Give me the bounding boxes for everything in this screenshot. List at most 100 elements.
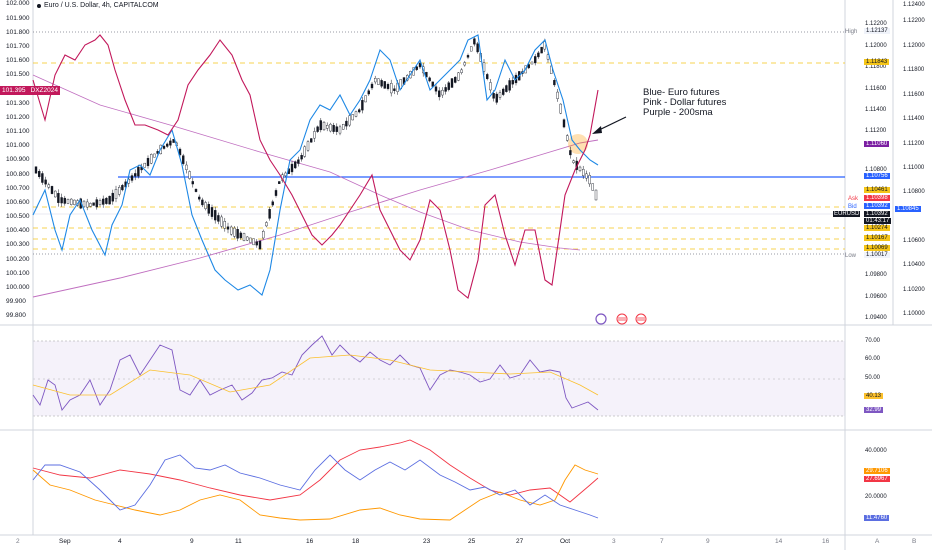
time-tick: 9 [190,538,194,545]
high-price-label[interactable]: 1.12137 [864,28,890,34]
outer-axis-tick: 1.11800 [903,67,925,73]
auto-scale-button[interactable]: A [875,538,880,545]
dmi-orange-value[interactable]: 29.7106 [864,468,890,474]
candle-body [210,207,214,217]
time-tick: 7 [660,538,664,545]
log-scale-button[interactable]: B [912,538,917,545]
rsi-axis-tick: 70.00 [865,338,881,344]
time-tick: 16 [822,538,830,545]
rsi-value[interactable]: 32.99 [864,407,884,413]
us-flag-icon[interactable] [616,313,628,325]
dmi-blue-line[interactable] [32,454,599,519]
candle-body [310,138,313,143]
price-candles[interactable] [34,36,598,251]
overlay-symbol-label: DXZ2024 [30,87,58,94]
blue-line-price-label[interactable]: 1.10756 [864,173,890,179]
dmi-red-value[interactable]: 27.6967 [864,476,890,482]
candle-body [566,135,569,141]
candle-body [390,83,393,94]
dollar-futures-line[interactable] [32,34,599,299]
rsi-axis[interactable]: 70.00 60.00 50.00 40.13 32.99 [845,325,932,430]
ask-price-label[interactable]: 1.10398 [864,195,890,201]
time-tick: 11 [235,538,242,545]
candle-body [229,226,233,235]
candle-body [146,157,150,167]
candle-body [162,145,166,149]
candle-body [550,65,553,74]
time-tick: 27 [516,538,524,545]
candle-body [438,90,441,98]
dmi-axis[interactable]: 40.0000 29.7106 27.6967 20.0000 11.4760 [845,430,932,535]
left-axis-tick: 101.900 [6,15,30,22]
annotation-arrow[interactable] [596,116,627,132]
right-price-axis[interactable]: 1.12200 1.12000 1.11800 1.11600 1.11400 … [833,0,893,325]
candle-body [105,197,108,204]
candle-body [569,150,572,156]
candle-body [50,186,54,194]
rsi-line[interactable] [32,335,599,411]
chart-title[interactable]: Euro / U.S. Dollar, 4h, CAPITALCOM [44,2,159,9]
candle-body [383,81,386,89]
candle-body [338,126,342,134]
candle-body [457,72,460,81]
left-axis-tick: 100.600 [6,199,30,206]
rsi-ma-value[interactable]: 40.13 [864,393,884,399]
left-axis-tick: 101.300 [6,100,30,107]
right-axis-tick: 1.12200 [865,21,887,27]
candle-body [495,93,498,103]
level-label[interactable]: 1.10167 [864,235,890,241]
level-label[interactable]: 1.10274 [864,225,890,231]
low-price-label[interactable]: 1.10017 [864,252,890,258]
candle-body [559,103,562,114]
left-axis-tick: 100.200 [6,256,30,263]
time-tick: Sep [59,538,71,545]
right-axis-tick: 1.10800 [865,167,887,173]
candle-body [441,89,444,96]
level-label[interactable]: 1.11843 [864,59,890,65]
candle-body [418,62,422,68]
last-price-label[interactable]: 1.10392 [864,211,890,217]
candle-body [319,120,322,131]
candle-body [57,193,60,203]
chart-annotation[interactable]: Blue- Euro futures Pink - Dollar futures… [643,88,726,118]
euro-futures-line[interactable] [32,34,599,296]
outer-axis-tick: 1.11200 [903,141,925,147]
candle-body [69,198,73,205]
time-tick: 18 [352,538,360,545]
market-status-icon [37,4,41,8]
left-axis-tick: 100.300 [6,241,30,248]
right-axis-tick: 1.09400 [865,315,887,321]
overlay-symbol-badge[interactable]: 101.395 DXZ2024 [0,86,60,95]
candle-body [428,77,431,82]
left-axis-tick: 101.000 [6,142,30,149]
corner-label[interactable]: 2 [16,538,20,545]
left-price-axis[interactable]: 102.000 101.900 101.800 101.700 101.600 … [0,0,33,325]
bid-price-label[interactable]: 1.10392 [864,203,890,209]
candle-body [38,171,41,177]
sma-price-label[interactable]: 1.11060 [864,141,890,147]
price-badge[interactable]: 1.10845 [895,206,921,212]
bid-tag: Bid [848,204,857,210]
flash-event-icon[interactable] [595,313,607,325]
level-label[interactable]: 1.10461 [864,187,890,193]
candle-body [473,38,476,45]
us-flag-icon-2[interactable] [635,313,647,325]
dmi-orange-line[interactable] [32,464,599,521]
outer-price-axis[interactable]: 1.12400 1.12200 1.12000 1.11800 1.11600 … [893,0,932,325]
candle-body [284,172,287,177]
time-axis[interactable]: 2 Sep 4 9 11 16 18 23 25 27 Oct 3 7 9 14… [0,536,932,550]
rsi-band [33,341,845,416]
time-tick: 23 [423,538,431,545]
candle-body [578,166,582,171]
left-axis-tick: 101.100 [6,128,30,135]
sma-200-line[interactable] [32,74,581,251]
candle-body [329,123,332,132]
candle-body [114,189,118,199]
dmi-red-line[interactable] [32,439,599,503]
left-axis-tick: 100.800 [6,171,30,178]
candle-body [374,78,377,83]
level-label[interactable]: 1.10069 [864,245,890,251]
candle-body [245,236,249,241]
dmi-blue-value[interactable]: 11.4760 [864,515,890,521]
